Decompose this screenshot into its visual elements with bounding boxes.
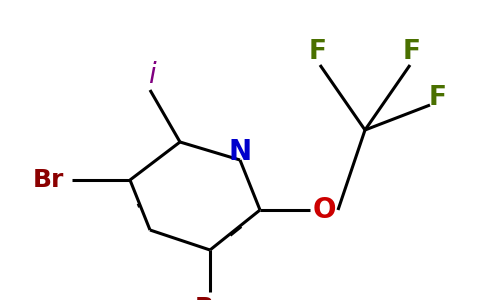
Text: O: O [312, 196, 336, 224]
Text: Br: Br [32, 168, 64, 192]
Text: F: F [429, 85, 447, 111]
Text: N: N [228, 138, 252, 166]
Text: F: F [403, 39, 421, 65]
Text: i: i [148, 61, 156, 89]
Text: Br: Br [194, 296, 226, 300]
Text: F: F [309, 39, 327, 65]
